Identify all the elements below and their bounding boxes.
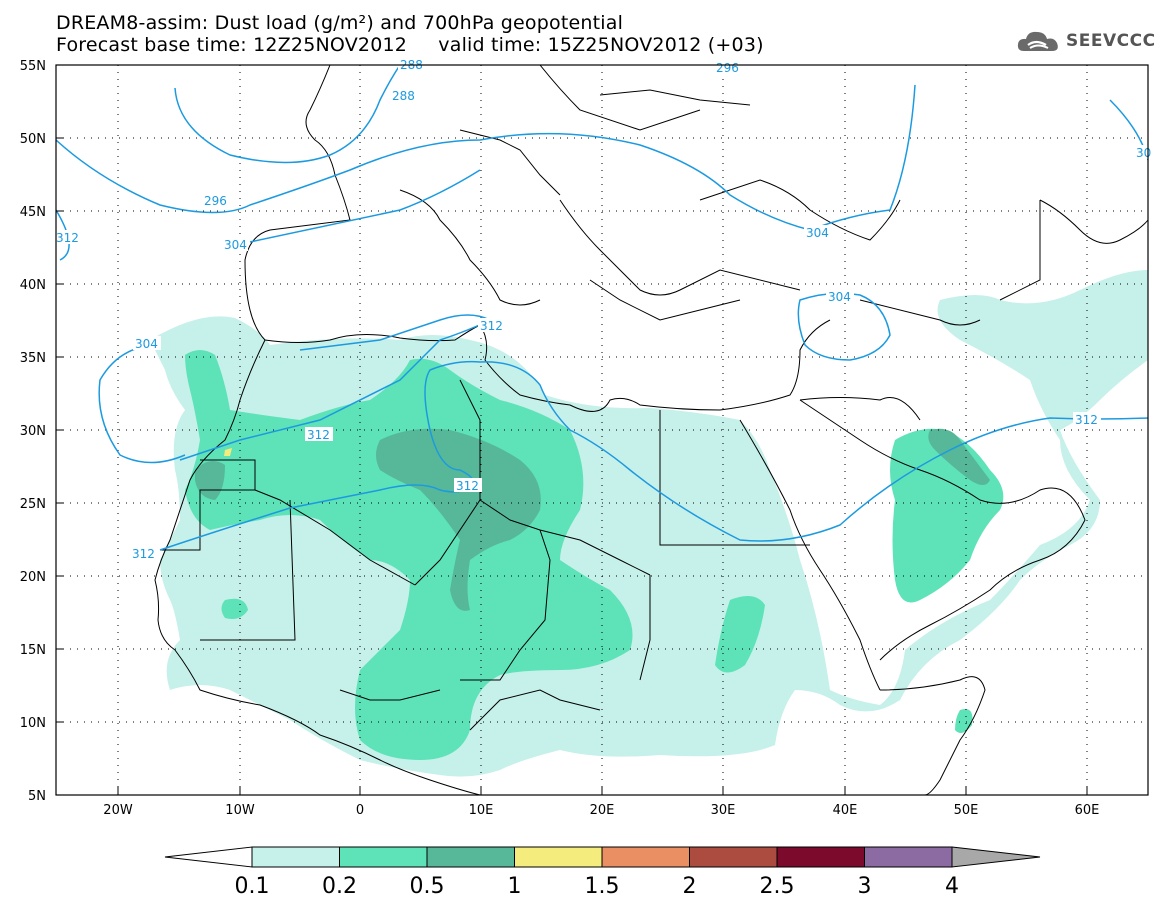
coastlines-and-borders bbox=[154, 65, 1148, 795]
lat-tick-label: 25N bbox=[20, 497, 46, 512]
contour-288 bbox=[174, 65, 401, 164]
lon-tick-label: 30E bbox=[711, 803, 736, 818]
contour-304-west bbox=[98, 344, 186, 464]
lat-tick-labels: 55N 50N 45N 40N 35N 30N 25N 20N 15N 10N … bbox=[20, 59, 46, 804]
lat-tick-label: 45N bbox=[20, 205, 46, 220]
colorbar-label: 0.5 bbox=[410, 874, 445, 899]
colorbar-segment bbox=[339, 846, 428, 868]
lat-tick-label: 35N bbox=[20, 351, 46, 366]
contour-296 bbox=[56, 84, 916, 231]
lon-tick-labels: 20W 10W 0 10E 20E 30E 40E 50E 60E bbox=[103, 803, 1099, 818]
map-title: DREAM8-assim: Dust load (g/m²) and 700hP… bbox=[56, 12, 624, 34]
colorbar-segment bbox=[689, 846, 778, 868]
lat-tick-label: 5N bbox=[28, 789, 46, 804]
contour-label-304-east: 304 bbox=[828, 290, 851, 304]
seevccc-logo: SEEVCCC bbox=[1016, 26, 1156, 56]
colorbar-label: 4 bbox=[945, 874, 959, 899]
colorbar-label: 0.2 bbox=[322, 874, 357, 899]
lat-tick-label: 55N bbox=[20, 59, 46, 74]
graticule bbox=[56, 65, 1148, 795]
contour-label-30-edge: 30 bbox=[1136, 146, 1151, 160]
colorbar-label: 1.5 bbox=[585, 874, 620, 899]
colorbar-segment bbox=[426, 846, 515, 868]
colorbar-label: 0.1 bbox=[235, 874, 270, 899]
contour-label-312-algeria: 312 bbox=[456, 479, 479, 493]
colorbar-label: 2 bbox=[683, 874, 697, 899]
colorbar-label: 2.5 bbox=[760, 874, 795, 899]
contour-label-312-west: 312 bbox=[56, 231, 79, 245]
colorbar-segment bbox=[776, 846, 865, 868]
colorbar-segment bbox=[864, 846, 953, 868]
lat-tick-label: 50N bbox=[20, 132, 46, 147]
contour-label-312-atlantic: 312 bbox=[132, 547, 155, 561]
colorbar-left-arrow bbox=[164, 846, 253, 868]
lat-tick-label: 40N bbox=[20, 278, 46, 293]
lon-tick-label: 20E bbox=[590, 803, 615, 818]
contour-label-312-tunisia: 312 bbox=[480, 319, 503, 333]
lon-tick-label: 0 bbox=[356, 803, 364, 818]
contour-label-304-west: 304 bbox=[135, 337, 158, 351]
dust-level-1 bbox=[224, 448, 232, 456]
contour-label-304: 304 bbox=[224, 238, 247, 252]
contour-label-304-caspian: 304 bbox=[806, 226, 829, 240]
contour-label-296: 296 bbox=[204, 194, 227, 208]
colorbar-labels: 0.1 0.2 0.5 1 1.5 2 2.5 3 4 bbox=[235, 874, 960, 899]
colorbar-segment bbox=[251, 846, 340, 868]
contour-label-312-east: 312 bbox=[1075, 413, 1098, 427]
contour-label-288: 288 bbox=[392, 89, 415, 103]
colorbar-legend bbox=[164, 846, 1041, 868]
dust-level-0-1 bbox=[150, 270, 1148, 777]
contour-304-east bbox=[797, 292, 891, 361]
forecast-time-subtitle: Forecast base time: 12Z25NOV2012 valid t… bbox=[56, 34, 764, 56]
colorbar-segment bbox=[514, 846, 603, 868]
dust-field bbox=[150, 270, 1148, 777]
lat-tick-label: 20N bbox=[20, 570, 46, 585]
lon-tick-label: 10E bbox=[469, 803, 494, 818]
contour-312-north bbox=[179, 314, 492, 461]
lon-tick-label: 20W bbox=[103, 803, 133, 818]
colorbar-label: 1 bbox=[508, 874, 522, 899]
logo-text: SEEVCCC bbox=[1066, 31, 1156, 51]
lon-tick-label: 40E bbox=[833, 803, 858, 818]
axis-ticks bbox=[56, 137, 1088, 795]
lon-tick-label: 60E bbox=[1075, 803, 1100, 818]
cloud-logo-icon bbox=[1017, 31, 1058, 51]
colorbar-segment bbox=[601, 846, 690, 868]
lat-tick-label: 15N bbox=[20, 643, 46, 658]
contour-304 bbox=[249, 169, 481, 243]
colorbar-label: 3 bbox=[858, 874, 872, 899]
contour-label-312-morocco: 312 bbox=[307, 428, 330, 442]
contour-label-296-top: 296 bbox=[716, 61, 739, 75]
lon-tick-label: 10W bbox=[225, 803, 255, 818]
lat-tick-label: 30N bbox=[20, 424, 46, 439]
colorbar-right-arrow bbox=[951, 846, 1041, 868]
lat-tick-label: 10N bbox=[20, 716, 46, 731]
contour-312 bbox=[159, 360, 1148, 551]
lon-tick-label: 50E bbox=[954, 803, 979, 818]
